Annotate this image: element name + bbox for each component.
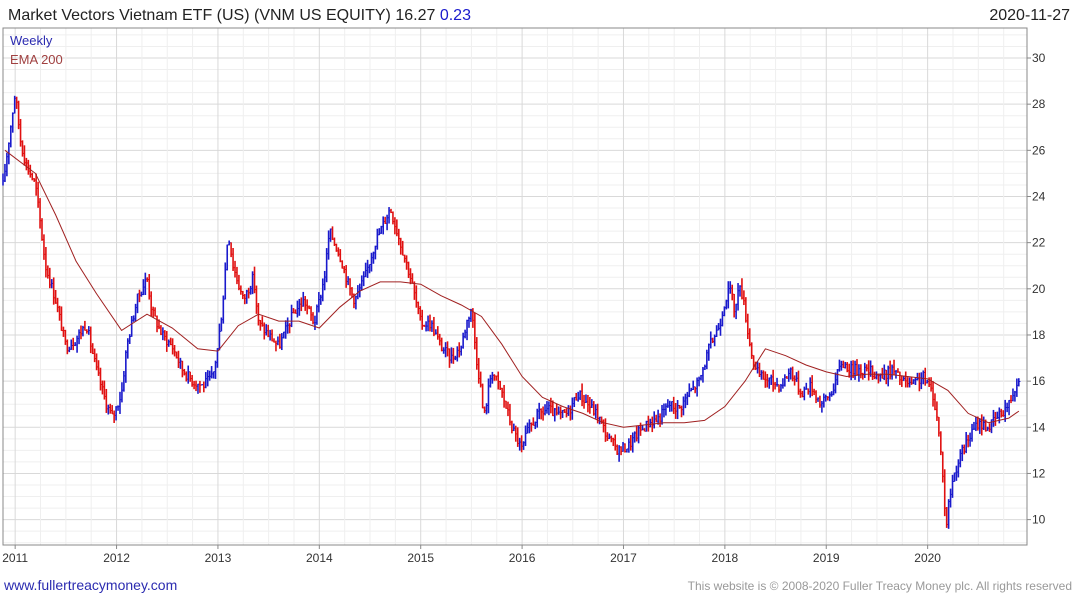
ema-200-line bbox=[4, 149, 1020, 428]
y-tick-label: 30 bbox=[1032, 51, 1046, 65]
chart-date: 2020-11-27 bbox=[989, 7, 1070, 24]
weekly-bars bbox=[2, 95, 1021, 529]
x-tick-label: 2016 bbox=[509, 551, 536, 565]
y-tick-label: 12 bbox=[1032, 466, 1046, 480]
legend-weekly: Weekly bbox=[10, 33, 53, 48]
plot-frame bbox=[2, 27, 1028, 546]
legend-ema-200: EMA 200 bbox=[10, 52, 63, 67]
x-tick-label: 2017 bbox=[610, 551, 637, 565]
x-tick-label: 2020 bbox=[914, 551, 941, 565]
footer-website-link[interactable]: www.fullertreacymoney.com bbox=[3, 577, 177, 593]
footer-copyright: This website is © 2008-2020 Fuller Treac… bbox=[688, 579, 1072, 593]
y-axis-ticks: 10 12 14 16 18 20 22 24 26 28 30 bbox=[1027, 51, 1046, 527]
x-tick-label: 2011 bbox=[2, 551, 28, 565]
x-tick-label: 2018 bbox=[712, 551, 739, 565]
y-tick-label: 26 bbox=[1032, 143, 1046, 157]
y-tick-label: 10 bbox=[1032, 513, 1046, 527]
x-tick-label: 2014 bbox=[306, 551, 333, 565]
y-tick-label: 22 bbox=[1032, 236, 1046, 250]
y-tick-label: 14 bbox=[1032, 420, 1046, 434]
x-axis-ticks: 2011 2012 2013 2014 2015 2016 2017 2018 2019 2020 bbox=[2, 545, 941, 565]
y-tick-label: 20 bbox=[1032, 282, 1046, 296]
price-change: 0.23 bbox=[440, 7, 471, 24]
x-tick-label: 2019 bbox=[813, 551, 840, 565]
chart-grid bbox=[3, 28, 1027, 545]
y-tick-label: 16 bbox=[1032, 374, 1046, 388]
y-tick-label: 24 bbox=[1032, 189, 1046, 203]
chart-title: Market Vectors Vietnam ETF (US) (VNM US … bbox=[8, 7, 471, 24]
x-tick-label: 2012 bbox=[103, 551, 130, 565]
x-tick-label: 2015 bbox=[407, 551, 434, 565]
x-tick-label: 2013 bbox=[205, 551, 232, 565]
y-tick-label: 18 bbox=[1032, 328, 1046, 342]
y-tick-label: 28 bbox=[1032, 97, 1046, 111]
